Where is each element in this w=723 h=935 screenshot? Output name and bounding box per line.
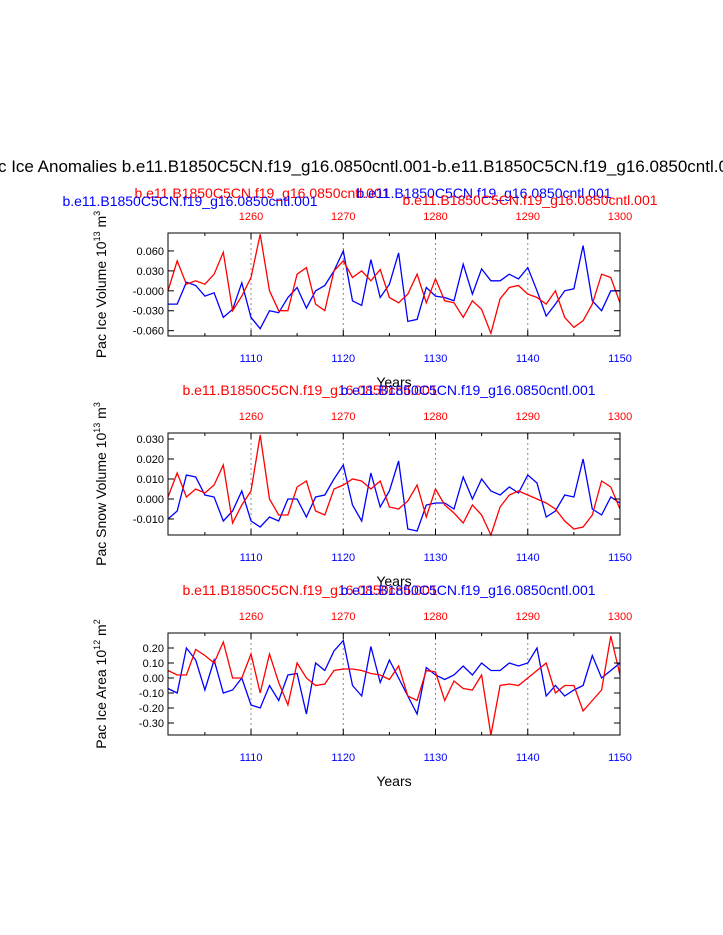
xtick-label-bottom: 1130	[424, 752, 448, 764]
series-label-blue-right: b.e11.B1850C5CN.f19_g16.0850cntl.001	[356, 185, 611, 201]
xaxis-title: Years	[376, 773, 411, 789]
xtick-label-top: 1260	[239, 411, 263, 423]
xtick-label-top: 1260	[239, 611, 263, 623]
ytick-label: -0.20	[139, 703, 164, 715]
yaxis-title: Pac Ice Area 1012 m2	[92, 619, 109, 748]
xtick-label-bottom: 1120	[331, 752, 355, 764]
xtick-label-top: 1290	[516, 211, 540, 223]
series-label-red: b.e11.B1850C5CN.f19_g16.0850cntl.001	[182, 582, 437, 598]
series-label-blue: b.e11.B1850C5CN.f19_g16.0850cntl.001	[340, 382, 595, 398]
ytick-label: -0.030	[133, 306, 164, 318]
xtick-label-bottom: 1110	[240, 752, 263, 764]
xtick-label-bottom: 1140	[516, 353, 540, 365]
chart-panel-1: 0.060 0.030 -0.000 -0.030 -0.060 1110 1120 1130…	[62, 185, 657, 390]
xtick-label-top: 1260	[239, 211, 263, 223]
series-label-blue: b.e11.B1850C5CN.f19_g16.0850cntl.001	[340, 582, 595, 598]
ytick-label: 0.00	[143, 673, 164, 685]
xaxis-title: Years	[376, 374, 411, 390]
xtick-label-top: 1300	[608, 211, 632, 223]
series-line-red	[167, 234, 621, 336]
series-label-blue-left: b.e11.B1850C5CN.f19_g16.0850cntl.001	[62, 193, 317, 209]
ytick-label: 0.030	[136, 434, 164, 446]
xtick-label-top: 1280	[423, 211, 447, 223]
yaxis-title: Pac Snow Volume 1013 m3	[92, 402, 109, 566]
xtick-label-bottom: 1110	[240, 552, 263, 564]
ytick-label: 0.20	[143, 643, 164, 655]
series-label-red: b.e11.B1850C5CN.f19_g16.0850cntl.001	[182, 382, 437, 398]
xtick-label-bottom: 1140	[516, 752, 540, 764]
xtick-label-bottom: 1120	[331, 353, 355, 365]
ytick-label: 0.060	[136, 246, 164, 258]
series-line-red	[167, 434, 621, 537]
series-line-blue	[167, 458, 621, 532]
xtick-label-top: 1270	[331, 611, 355, 623]
figure-main-title: Pac Ice Anomalies b.e11.B1850C5CN.f19_g1…	[0, 157, 723, 176]
ytick-label: -0.30	[139, 718, 164, 730]
ytick-label: -0.060	[133, 326, 164, 338]
xtick-label-bottom: 1130	[424, 353, 448, 365]
xtick-label-top: 1290	[516, 611, 540, 623]
axes-frame	[167, 632, 621, 736]
ytick-label: -0.010	[133, 514, 164, 526]
xtick-label-top: 1290	[516, 411, 540, 423]
series-label-red-left: b.e11.B1850C5CN.f19_g16.0850cntl.001	[134, 185, 389, 201]
series-label-red-right: b.e11.B1850C5CN.f19_g16.0850cntl.001	[402, 192, 657, 208]
xtick-label-top: 1270	[331, 211, 355, 223]
chart-panel-3: 0.20 0.10 0.00 -0.10 -0.20 -0.30 1110 1120 1130 1…	[92, 582, 632, 789]
xtick-label-bottom: 1150	[608, 752, 632, 764]
xtick-label-bottom: 1120	[331, 552, 355, 564]
xtick-label-bottom: 1150	[608, 353, 632, 365]
series-line-blue	[168, 245, 620, 330]
yaxis-title: Pac Ice Volume 1013 m3	[92, 211, 109, 358]
xtick-label-top: 1280	[423, 411, 447, 423]
xtick-label-bottom: 1110	[240, 353, 263, 365]
ytick-label: -0.000	[133, 286, 164, 298]
xtick-label-top: 1300	[608, 611, 632, 623]
xaxis-title: Years	[376, 573, 411, 589]
xtick-label-top: 1280	[423, 611, 447, 623]
xtick-label-bottom: 1140	[516, 552, 540, 564]
series-line-blue	[167, 639, 621, 716]
xtick-label-bottom: 1130	[424, 552, 448, 564]
axes-frame	[167, 432, 621, 536]
xtick-label-top: 1270	[331, 411, 355, 423]
chart-panel-2: 0.030 0.020 0.010 0.000 -0.010 1110 1120 1130 11…	[92, 382, 632, 589]
ytick-label: 0.030	[136, 266, 164, 278]
xtick-label-bottom: 1150	[608, 552, 632, 564]
ytick-label: 0.020	[136, 454, 164, 466]
axes-frame	[167, 232, 621, 337]
ytick-label: 0.10	[143, 658, 164, 670]
xtick-label-top: 1300	[608, 411, 632, 423]
ytick-label: 0.000	[136, 494, 164, 506]
ytick-label: -0.10	[139, 688, 164, 700]
series-line-red	[167, 635, 621, 736]
ytick-label: 0.010	[136, 474, 164, 486]
